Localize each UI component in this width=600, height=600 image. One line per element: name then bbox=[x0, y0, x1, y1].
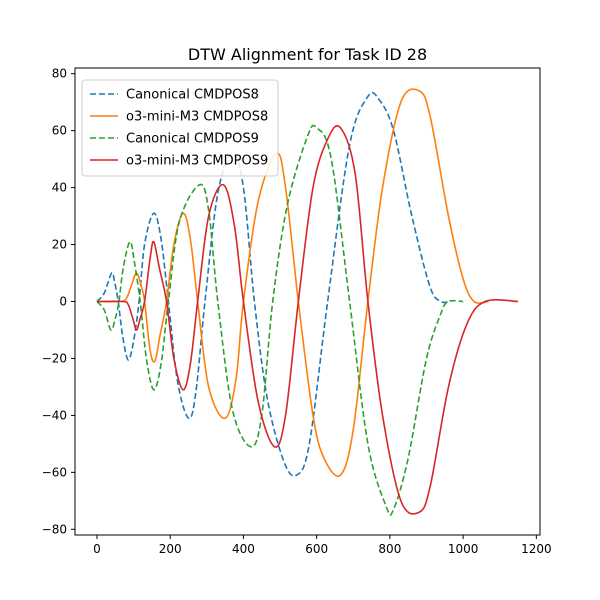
legend: Canonical CMDPOS8 o3-mini-M3 CMDPOS8 Canon… bbox=[81, 79, 279, 177]
x-tick-label: 200 bbox=[159, 542, 182, 556]
ticks-layer: 0 200 400 600 800 1000 1200 −80 −60 −40 −20 0 20 40 60… bbox=[42, 67, 552, 556]
x-tick-label: 800 bbox=[378, 542, 401, 556]
x-tick-label: 0 bbox=[93, 542, 101, 556]
y-tick-label: −60 bbox=[42, 465, 67, 479]
x-tick-label: 600 bbox=[305, 542, 328, 556]
legend-frame bbox=[81, 79, 279, 177]
y-tick-label: 60 bbox=[52, 124, 67, 138]
y-tick-label: −80 bbox=[42, 522, 67, 536]
legend-label-3: Canonical CMDPOS9 bbox=[126, 132, 259, 147]
legend-label-2: o3-mini-M3 CMDPOS8 bbox=[126, 110, 268, 125]
y-tick-label: 20 bbox=[52, 238, 67, 252]
x-tick-label: 400 bbox=[232, 542, 255, 556]
legend-label-1: Canonical CMDPOS8 bbox=[126, 88, 259, 103]
series-line-4 bbox=[96, 125, 519, 515]
x-tick-label: 1000 bbox=[448, 542, 479, 556]
series-line-2 bbox=[96, 88, 489, 478]
y-tick-label: −40 bbox=[42, 408, 67, 422]
x-tick-label: 1200 bbox=[521, 542, 552, 556]
legend-label-4: o3-mini-M3 CMDPOS9 bbox=[126, 154, 268, 169]
plot-layer bbox=[96, 88, 519, 516]
y-tick-label: 0 bbox=[59, 295, 67, 309]
series-line-1 bbox=[96, 91, 449, 477]
y-tick-label: 40 bbox=[52, 181, 67, 195]
y-tick-label: −20 bbox=[42, 351, 67, 365]
y-tick-label: 80 bbox=[52, 67, 67, 81]
chart-title: DTW Alignment for Task ID 28 bbox=[188, 45, 427, 64]
